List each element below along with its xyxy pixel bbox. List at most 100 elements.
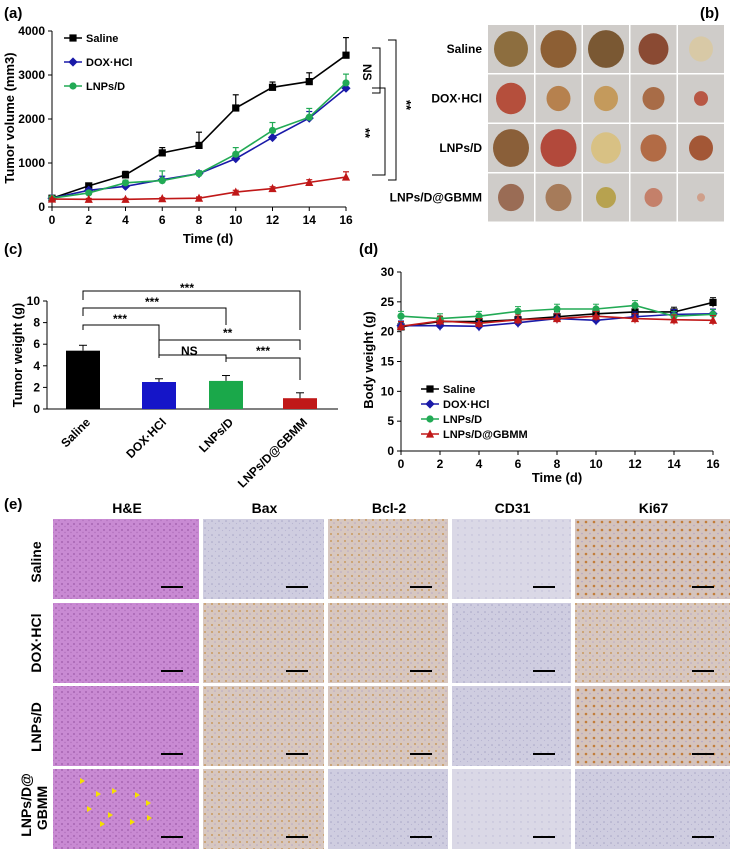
bar-DOX·HCl xyxy=(142,382,176,409)
data-point xyxy=(47,194,57,203)
tumor-specimen xyxy=(689,135,713,161)
e-histology-grid: H&E Bax Bcl-2 CD31 Ki67 Saline DOX·HCl LNPs/D LN… xyxy=(18,500,730,849)
series-LNPs/D xyxy=(48,73,350,202)
y-tick-label: 10 xyxy=(27,294,41,308)
legend-label: LNPs/D@GBMM xyxy=(443,429,528,441)
x-tick-label: 6 xyxy=(515,457,522,471)
histology-column-header: Bax xyxy=(252,500,278,516)
histology-tile xyxy=(53,603,199,683)
data-point xyxy=(630,313,640,323)
histology-row-label: DOX·HCl xyxy=(28,613,44,672)
tumor-specimen xyxy=(588,30,624,68)
y-tick-label: 15 xyxy=(381,355,395,369)
y-tick-label: 2000 xyxy=(18,112,45,126)
x-tick-label: 2 xyxy=(437,457,444,471)
y-tick-label: 5 xyxy=(387,414,394,428)
y-tick-label: 0 xyxy=(38,200,45,214)
data-point xyxy=(232,104,240,112)
data-point xyxy=(341,172,351,181)
panel-a-label: (a) xyxy=(4,5,22,22)
legend-label: Saline xyxy=(443,384,475,396)
tumor-specimen xyxy=(546,85,571,112)
y-tick-label: 6 xyxy=(33,337,40,351)
data-point xyxy=(267,132,278,143)
arrowhead-marker xyxy=(130,819,135,825)
tumor-specimen xyxy=(498,183,524,212)
x-tick-label: 10 xyxy=(589,457,603,471)
legend-label: LNPs/D xyxy=(443,414,482,426)
panel-e-histology: (e) H&E Bax Bcl-2 CD31 Ki67 Saline DOX·HCl LNPs… xyxy=(4,496,730,849)
data-point xyxy=(195,141,203,149)
a-sig-2: ** xyxy=(358,128,373,139)
data-point xyxy=(121,194,130,203)
tumor-specimen xyxy=(694,91,708,106)
c-sig-4: ** xyxy=(223,326,233,340)
data-point xyxy=(552,313,562,323)
tumor-specimen xyxy=(493,129,529,167)
histology-tile xyxy=(452,769,571,849)
d-series xyxy=(396,297,718,332)
legend-marker xyxy=(69,34,77,42)
tumor-specimen xyxy=(697,193,705,202)
histology-tile xyxy=(328,519,448,599)
data-point xyxy=(231,187,240,196)
data-point xyxy=(268,183,277,193)
photo-row-label: LNPs/D xyxy=(439,141,482,155)
bar-Saline xyxy=(66,350,100,409)
data-point xyxy=(268,83,277,91)
data-point xyxy=(397,312,405,320)
data-point xyxy=(121,171,130,179)
x-tick-label: 8 xyxy=(196,213,203,227)
y-tick-label: 20 xyxy=(381,325,395,339)
x-tick-label: DOX·HCl xyxy=(123,415,169,461)
data-point xyxy=(158,149,166,157)
histology-tile xyxy=(575,519,730,599)
x-tick-label: 10 xyxy=(229,213,243,227)
c-ylabel: Tumor weight (g) xyxy=(10,303,25,407)
y-tick-label: 8 xyxy=(33,316,40,330)
data-point xyxy=(121,179,130,187)
panel-d-label: (d) xyxy=(359,241,378,258)
histology-tile xyxy=(203,686,324,766)
panel-b-label: (b) xyxy=(700,5,719,22)
series-LNPs/D@GBMM xyxy=(396,310,718,332)
legend-label: LNPs/D xyxy=(86,81,125,93)
x-tick-label: LNPs/D@GBMM xyxy=(235,415,310,490)
data-point xyxy=(305,177,314,186)
histology-row-label: LNPs/D@ xyxy=(18,773,34,836)
photo-row-label: Saline xyxy=(447,42,483,56)
a-series xyxy=(47,36,351,203)
x-tick-label: 0 xyxy=(398,457,405,471)
data-point xyxy=(85,189,93,197)
histology-column-header: Ki67 xyxy=(639,500,669,516)
y-tick-label: 2 xyxy=(33,380,40,394)
panel-e-label: (e) xyxy=(4,496,22,513)
data-point xyxy=(591,311,601,320)
histology-tile xyxy=(575,603,730,683)
histology-row-label: Saline xyxy=(28,541,44,582)
arrowhead-marker xyxy=(100,821,105,827)
data-point xyxy=(396,321,406,330)
y-tick-label: 25 xyxy=(381,295,395,309)
legend-marker xyxy=(68,57,78,67)
c-sig-5: NS xyxy=(181,344,198,358)
tumor-specimen xyxy=(540,30,577,68)
data-point xyxy=(194,193,204,202)
c-significance xyxy=(82,290,301,380)
data-point xyxy=(84,194,93,203)
a-legend: Saline DOX·HCl LNPs/D xyxy=(64,33,132,93)
arrowhead-marker xyxy=(135,792,140,798)
data-point xyxy=(669,315,679,324)
x-tick-label: 16 xyxy=(339,213,353,227)
c-sig-1: *** xyxy=(180,281,194,295)
tumor-specimen xyxy=(540,129,577,167)
panel-b-tumor-photos: (b) Saline DOX·HCl LNPs/D LNPs/D@GBMM xyxy=(390,5,724,222)
tumor-specimen xyxy=(644,188,663,207)
histology-tile xyxy=(53,686,199,766)
y-tick-label: 4 xyxy=(33,359,40,373)
arrowhead-marker xyxy=(108,812,113,818)
a-axes: 0 2 4 6 8 10 12 14 16 0 1000 2000 3000 4000 xyxy=(18,24,353,227)
panel-c-label: (c) xyxy=(4,241,22,258)
histology-row-label: LNPs/D xyxy=(28,702,44,752)
